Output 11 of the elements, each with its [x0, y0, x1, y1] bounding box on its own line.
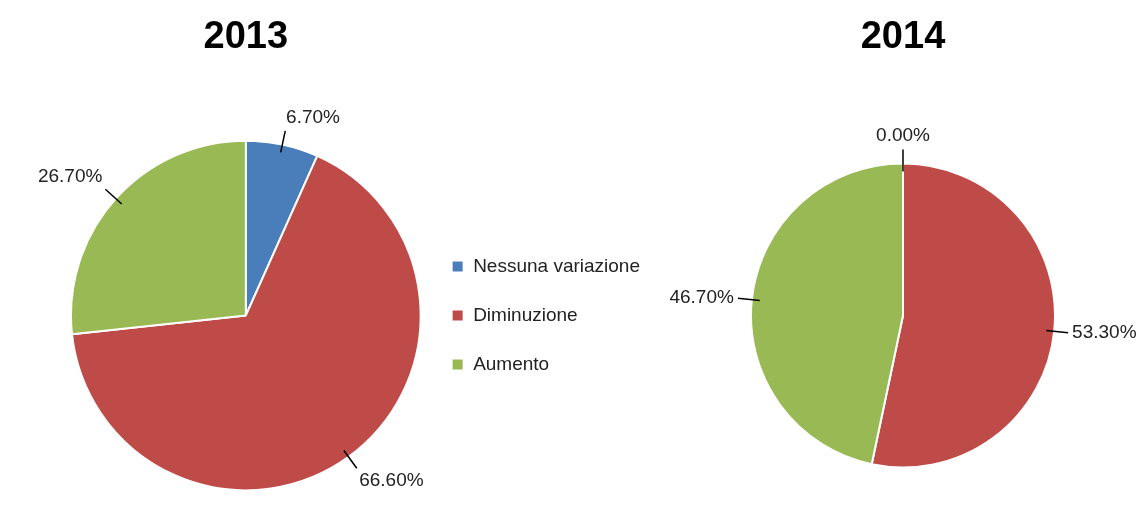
- legend-label: Aumento: [473, 352, 550, 374]
- chart-title: 2013: [203, 14, 289, 57]
- data-label: 26.70%: [37, 165, 103, 187]
- legend-label: Nessuna variazione: [473, 254, 640, 276]
- data-label: 53.30%: [1072, 321, 1137, 343]
- data-label: 6.70%: [286, 105, 341, 127]
- chart-title: 2014: [860, 14, 946, 57]
- legend-label: Diminuzione: [473, 303, 578, 325]
- data-label: 46.70%: [669, 286, 735, 308]
- data-label: 66.60%: [359, 469, 424, 491]
- text: 0.00%: [876, 124, 930, 146]
